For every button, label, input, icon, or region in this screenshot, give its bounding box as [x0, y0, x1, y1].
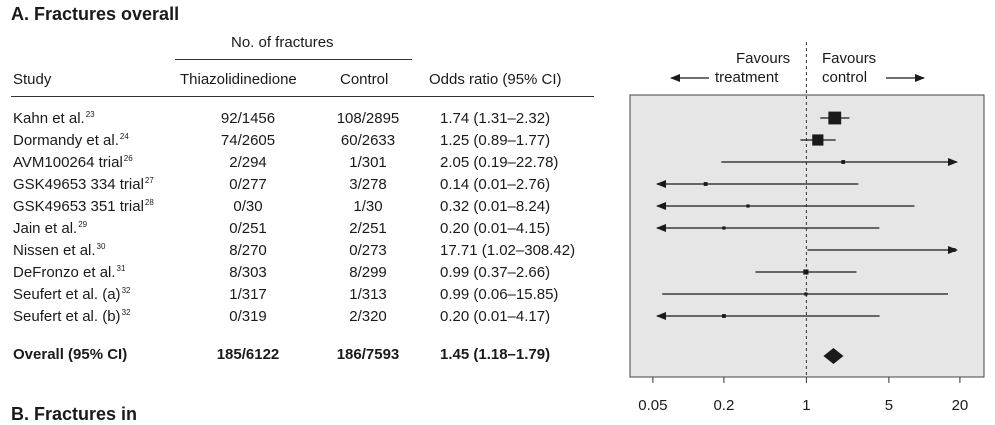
odds-ratio-ci: 1.25 (0.89–1.77) — [440, 132, 551, 149]
overall-label: Overall (95% CI) — [13, 346, 128, 363]
control-count: 1/30 — [353, 198, 383, 215]
favours-treatment-label-line2: treatment — [715, 69, 779, 86]
study-label: Nissen et al. — [13, 242, 96, 259]
reference-superscript: 31 — [116, 264, 126, 273]
study-label: Seufert et al. (a) — [13, 286, 121, 303]
treatment-count: 0/277 — [229, 176, 267, 193]
reference-superscript: 26 — [123, 154, 133, 163]
study-label: Seufert et al. (b) — [13, 308, 121, 325]
study-label: GSK49653 351 trial — [13, 198, 144, 215]
study-estimate-marker — [812, 134, 824, 146]
reference-superscript: 28 — [144, 198, 154, 207]
study-label: AVM100264 trial — [13, 154, 123, 171]
control-count: 8/299 — [349, 264, 387, 281]
study-label: Kahn et al. — [13, 110, 85, 127]
odds-ratio-ci: 17.71 (1.02–308.42) — [440, 242, 576, 259]
column-header-control: Control — [340, 71, 389, 88]
study-estimate-marker — [803, 269, 809, 275]
study-name: Seufert et al. (a)32 — [13, 286, 130, 303]
control-count: 0/273 — [349, 242, 387, 259]
treatment-count: 92/1456 — [220, 110, 276, 127]
treatment-count: 1/317 — [229, 286, 267, 303]
x-tick-label: 1 — [802, 397, 810, 414]
next-section-title: B. Fractures in — [11, 404, 138, 424]
favours-treatment-label-line1: Favours — [736, 50, 791, 67]
plot-panel — [629, 94, 985, 378]
odds-ratio-ci: 0.32 (0.01–8.24) — [440, 198, 551, 215]
odds-ratio-ci: 0.99 (0.37–2.66) — [440, 264, 551, 281]
overall-treatment-count: 185/6122 — [216, 346, 280, 363]
treatment-count: 74/2605 — [220, 132, 276, 149]
treatment-count: 0/319 — [229, 308, 267, 325]
odds-ratio-ci: 0.99 (0.06–15.85) — [440, 286, 559, 303]
column-header-treatment: Thiazolidinedione — [180, 71, 297, 88]
study-estimate-marker — [722, 226, 726, 230]
overall-diamond — [823, 348, 844, 364]
study-name: GSK49653 351 trial28 — [13, 198, 154, 215]
x-tick-label: 0.2 — [713, 397, 734, 414]
header-rule — [11, 96, 594, 97]
reference-superscript: 24 — [119, 132, 129, 141]
reference-superscript: 29 — [78, 220, 88, 229]
group-header-rule — [175, 59, 412, 60]
study-name: DeFronzo et al.31 — [13, 264, 125, 281]
study-estimate-marker — [804, 292, 808, 296]
reference-superscript: 27 — [144, 176, 154, 185]
study-estimate-marker — [841, 160, 846, 164]
treatment-count: 8/303 — [229, 264, 267, 281]
study-name: Dormandy et al.24 — [13, 132, 129, 149]
control-count: 2/251 — [349, 220, 387, 237]
overall-control-count: 186/7593 — [336, 346, 400, 363]
odds-ratio-ci: 0.20 (0.01–4.15) — [440, 220, 551, 237]
study-label: Jain et al. — [13, 220, 78, 237]
study-name: Jain et al.29 — [13, 220, 87, 237]
study-label: DeFronzo et al. — [13, 264, 116, 281]
study-estimate-marker — [746, 204, 750, 208]
control-count: 60/2633 — [340, 132, 396, 149]
odds-ratio-ci: 2.05 (0.19–22.78) — [440, 154, 559, 171]
x-tick-label: 5 — [885, 397, 893, 414]
study-estimate-marker — [703, 182, 708, 186]
odds-ratio-ci: 0.20 (0.01–4.17) — [440, 308, 551, 325]
control-count: 1/301 — [349, 154, 387, 171]
section-title: A. Fractures overall — [11, 4, 180, 24]
treatment-count: 0/251 — [229, 220, 267, 237]
study-label: GSK49653 334 trial — [13, 176, 144, 193]
control-count: 3/278 — [349, 176, 387, 193]
study-estimate-marker — [828, 111, 842, 125]
group-header-fractures: No. of fractures — [231, 34, 334, 51]
control-count: 2/320 — [349, 308, 387, 325]
favours-control-label-line1: Favours — [822, 50, 877, 67]
reference-superscript: 30 — [96, 242, 106, 251]
odds-ratio-ci: 1.74 (1.31–2.32) — [440, 110, 551, 127]
study-estimate-marker — [721, 314, 726, 318]
study-estimate-marker — [951, 248, 956, 252]
control-count: 108/2895 — [336, 110, 400, 127]
column-header-odds-ratio: Odds ratio (95% CI) — [429, 71, 562, 88]
odds-ratio-ci: 0.14 (0.01–2.76) — [440, 176, 551, 193]
study-name: Kahn et al.23 — [13, 110, 95, 127]
reference-superscript: 23 — [85, 110, 95, 119]
treatment-count: 2/294 — [229, 154, 267, 171]
study-name: Nissen et al.30 — [13, 242, 105, 259]
reference-superscript: 32 — [121, 308, 131, 317]
column-header-study: Study — [13, 71, 52, 88]
x-tick-label: 0.05 — [638, 397, 667, 414]
x-tick-label: 20 — [952, 397, 969, 414]
study-name: Seufert et al. (b)32 — [13, 308, 130, 325]
study-name: GSK49653 334 trial27 — [13, 176, 154, 193]
treatment-count: 0/30 — [233, 198, 263, 215]
study-name: AVM100264 trial26 — [13, 154, 133, 171]
control-count: 1/313 — [349, 286, 387, 303]
reference-superscript: 32 — [121, 286, 131, 295]
treatment-count: 8/270 — [229, 242, 267, 259]
study-label: Dormandy et al. — [13, 132, 119, 149]
overall-odds-ratio-ci: 1.45 (1.18–1.79) — [440, 346, 551, 363]
favours-control-label-line2: control — [822, 69, 868, 86]
